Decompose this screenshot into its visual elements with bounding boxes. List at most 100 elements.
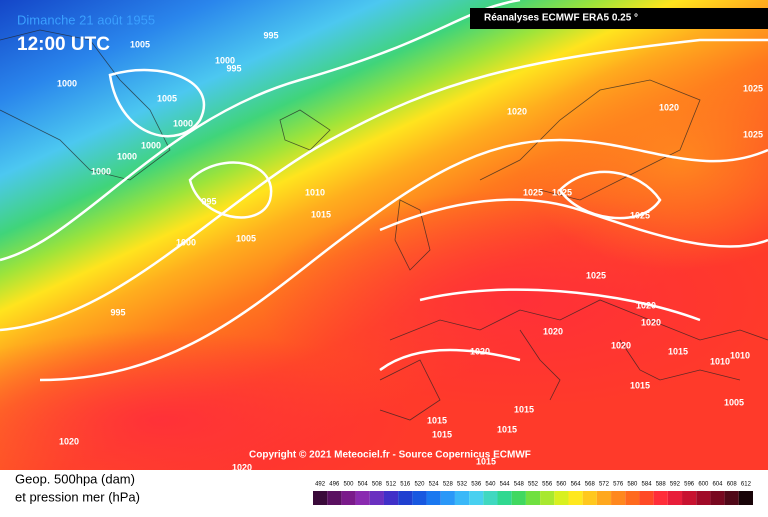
colorbar-swatch (511, 491, 526, 505)
isobar-label: 1015 (427, 415, 447, 425)
colorbar-tick-label: 608 (727, 482, 738, 488)
colorbar-swatch (611, 491, 626, 505)
colorbar-swatch (469, 491, 484, 505)
colorbar-tick-label: 588 (656, 482, 667, 488)
colorbar-tick-label: 584 (642, 482, 653, 488)
colorbar-tick-label: 572 (599, 482, 610, 488)
colorbar-tick-label: 504 (358, 482, 369, 488)
isobar-label: 1025 (523, 187, 543, 197)
colorbar-tick-label: 492 (315, 482, 326, 488)
isobar-label: 1025 (586, 270, 606, 280)
colorbar-swatch (369, 491, 384, 505)
colorbar-swatch (341, 491, 356, 505)
colorbar-tick-label: 592 (670, 482, 681, 488)
isobars (0, 0, 768, 380)
isobar-label: 995 (226, 63, 241, 73)
isobar-label: 1020 (636, 300, 656, 310)
colorbar-swatch (454, 491, 470, 505)
copyright: Copyright © 2021 Meteociel.fr - Source C… (249, 450, 531, 461)
isobar-label: 1000 (141, 140, 161, 150)
isobar-label: 995 (201, 196, 216, 206)
isobar-label: 1015 (311, 209, 331, 219)
colorbar-swatch (540, 491, 555, 505)
colorbar-tick-label: 528 (443, 482, 454, 488)
colorbar-swatch (639, 491, 654, 505)
colorbar-swatch (398, 491, 413, 505)
colorbar-tick-label: 604 (713, 482, 724, 488)
isobar-label: 1000 (173, 118, 193, 128)
isobar-label: 1010 (730, 350, 750, 360)
source-banner-bg (470, 8, 768, 29)
time-label: 12:00 UTC (17, 34, 110, 55)
colorbar-tick-label: 516 (400, 482, 411, 488)
isobar-label: 1000 (117, 151, 137, 161)
colorbar-tick-label: 524 (429, 482, 440, 488)
colorbar-swatch (483, 491, 498, 505)
isobar-label: 1025 (630, 210, 650, 220)
colorbar-tick-label: 496 (329, 482, 340, 488)
isobar-label: 1000 (215, 55, 235, 65)
legend-line: et pression mer (hPa) (15, 489, 140, 504)
isobar-label: 1020 (543, 326, 563, 336)
colorbar-swatch (653, 491, 668, 505)
colorbar-swatch (440, 491, 455, 505)
colorbar-tick-label: 576 (613, 482, 624, 488)
isobar-label: 1005 (724, 397, 744, 407)
colorbar-tick-label: 536 (471, 482, 482, 488)
colorbar-swatch (412, 491, 427, 505)
colorbar-swatch (327, 491, 342, 505)
colorbar-swatch (554, 491, 569, 505)
colorbar-swatch (667, 491, 683, 505)
legend-line: Geop. 500hpa (dam) (15, 471, 135, 486)
warm-area (520, 50, 768, 270)
colorbar-tick-label: 512 (386, 482, 397, 488)
colorbar-tick-label: 568 (585, 482, 596, 488)
colorbar-tick-label: 600 (698, 482, 709, 488)
isobar-label: 1000 (57, 78, 77, 88)
isobar-label: 1000 (176, 237, 196, 247)
colorbar-tick-label: 564 (571, 482, 582, 488)
colorbar-swatch (625, 491, 640, 505)
colorbar-tick-label: 552 (528, 482, 539, 488)
colorbar-tick-label: 560 (556, 482, 567, 488)
colorbar-tick-label: 532 (457, 482, 468, 488)
isobar-label: 1015 (497, 424, 517, 434)
colorbar-tick-label: 612 (741, 482, 752, 488)
colorbar-tick-label: 580 (627, 482, 638, 488)
isobar-label: 1000 (91, 166, 111, 176)
colorbar-swatch (596, 491, 612, 505)
colorbar-swatch (525, 491, 541, 505)
isobar-label: 1020 (611, 340, 631, 350)
colorbar-swatch (497, 491, 512, 505)
colorbar-swatch (682, 491, 697, 505)
colorbar-tick-label: 556 (542, 482, 553, 488)
colorbar-swatch (738, 491, 753, 505)
date-label: Dimanche 21 août 1955 (17, 12, 155, 27)
colorbar-swatch (696, 491, 711, 505)
isobar-label: 1010 (305, 187, 325, 197)
isobar-label: 1020 (232, 462, 252, 472)
source-banner: Réanalyses ECMWF ERA5 0.25 ° (484, 13, 638, 24)
colorbar-tick-label: 540 (485, 482, 496, 488)
colorbar-swatch (313, 491, 328, 505)
isobar-label: 995 (110, 307, 125, 317)
colorbar-swatch (383, 491, 399, 505)
isobar-label: 1005 (236, 233, 256, 243)
colorbar-swatch (568, 491, 583, 505)
colorbar-tick-label: 508 (372, 482, 383, 488)
colorbar-tick-label: 500 (343, 482, 354, 488)
colorbar-swatch (426, 491, 441, 505)
isobar-label: 1015 (476, 456, 496, 466)
colorbar-swatch (710, 491, 725, 505)
isobar-label: 1015 (630, 380, 650, 390)
isobar-label: 1020 (59, 436, 79, 446)
isobar-label: 995 (263, 30, 278, 40)
colorbar-swatch (724, 491, 739, 505)
isobar-label: 1025 (743, 129, 763, 139)
isobar-label: 1020 (641, 317, 661, 327)
colorbar-tick-label: 596 (684, 482, 695, 488)
isobar-label: 1020 (659, 102, 679, 112)
isobar-label: 1010 (710, 356, 730, 366)
colorbar-swatch (582, 491, 597, 505)
